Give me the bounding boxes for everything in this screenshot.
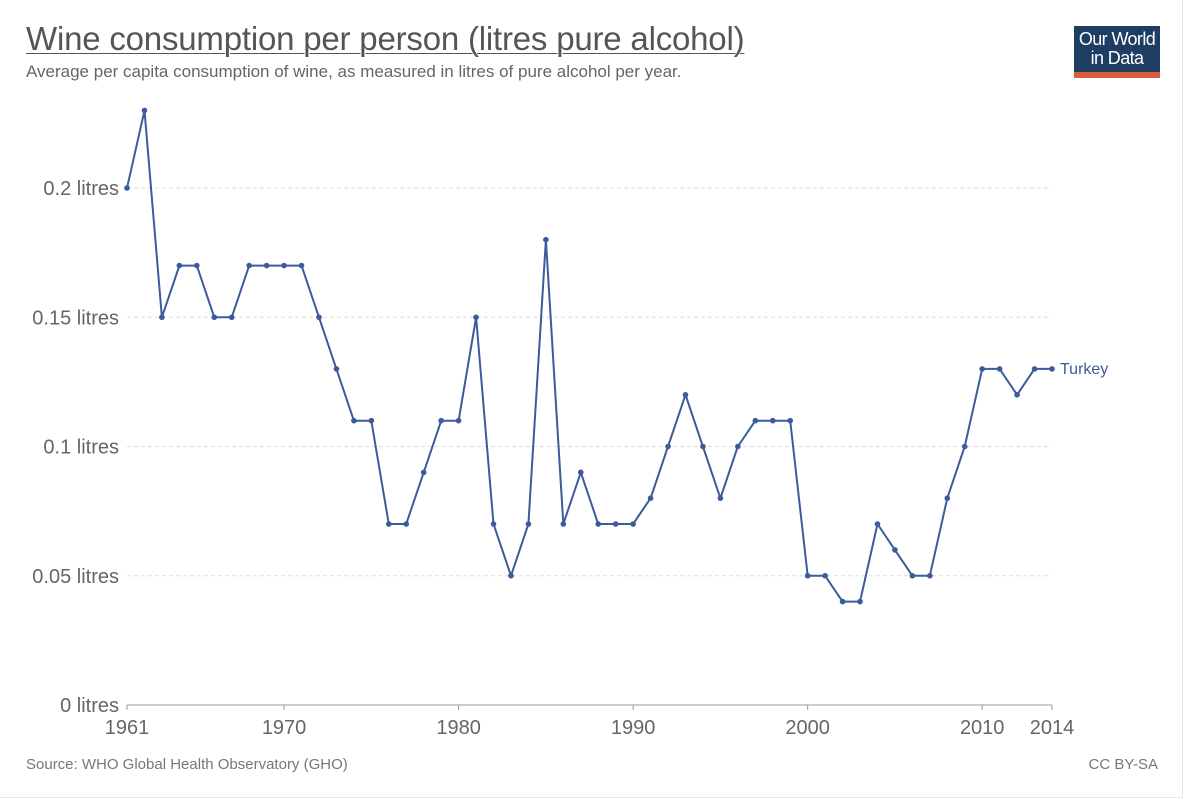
y-axis-ticks: 0 litres 0.05 litres 0.1 litres 0.15 litres… <box>32 178 119 717</box>
data-point[interactable] <box>351 417 357 424</box>
data-point[interactable] <box>769 417 776 424</box>
y-tick-label: 0.05 litres <box>32 566 119 588</box>
data-point[interactable] <box>927 572 933 579</box>
data-point[interactable] <box>892 547 898 553</box>
data-point[interactable] <box>385 521 392 527</box>
grid-lines <box>127 187 1052 706</box>
data-point[interactable] <box>298 262 305 269</box>
data-point[interactable] <box>333 366 340 372</box>
data-point[interactable] <box>176 262 183 269</box>
data-point[interactable] <box>944 495 951 502</box>
logo-line-1: Our World <box>1078 29 1156 49</box>
x-tick-label: 2010 <box>960 717 1005 739</box>
series-label-turkey[interactable]: Turkey <box>1060 361 1108 378</box>
data-point[interactable] <box>909 572 916 579</box>
data-point[interactable] <box>979 366 985 372</box>
data-point[interactable] <box>577 469 584 476</box>
data-point[interactable] <box>403 521 410 527</box>
data-point[interactable] <box>246 262 252 269</box>
data-point[interactable] <box>857 598 863 605</box>
data-point[interactable] <box>682 392 689 398</box>
data-point[interactable] <box>647 495 654 502</box>
data-point[interactable] <box>420 469 427 476</box>
data-point[interactable] <box>508 572 514 579</box>
data-point[interactable] <box>735 443 741 450</box>
data-point[interactable] <box>159 314 165 321</box>
x-axis-ticks: 1961 1970 1980 1990 2000 2010 2014 <box>105 705 1075 739</box>
data-point[interactable] <box>1014 392 1020 398</box>
data-point[interactable] <box>822 572 828 579</box>
x-tick-label: 1970 <box>262 717 307 739</box>
data-point[interactable] <box>525 521 532 527</box>
data-point[interactable] <box>996 366 1003 372</box>
x-tick-label: 2000 <box>785 717 830 739</box>
x-tick-label: 2014 <box>1030 717 1075 739</box>
chart-title[interactable]: Wine consumption per person (litres pure… <box>26 20 745 57</box>
data-point[interactable] <box>839 598 846 605</box>
data-point[interactable] <box>455 417 462 424</box>
data-point[interactable] <box>787 417 794 424</box>
logo-accent-bar <box>1074 72 1160 78</box>
data-point[interactable] <box>194 262 200 269</box>
x-tick-label: 1990 <box>611 717 656 739</box>
data-point[interactable] <box>595 521 602 527</box>
data-point[interactable] <box>752 417 759 424</box>
data-point[interactable] <box>490 521 497 527</box>
data-point[interactable] <box>141 107 148 114</box>
data-point[interactable] <box>316 314 322 321</box>
data-point[interactable] <box>473 314 479 321</box>
data-point[interactable] <box>717 495 724 502</box>
series-layer: Turkey <box>124 107 1108 605</box>
data-point[interactable] <box>228 314 235 321</box>
data-point[interactable] <box>1049 366 1055 372</box>
owid-logo[interactable]: Our World in Data <box>1074 26 1160 78</box>
data-point[interactable] <box>263 262 270 269</box>
data-point[interactable] <box>1031 366 1038 372</box>
y-tick-label: 0.1 litres <box>43 437 119 459</box>
y-tick-label: 0.15 litres <box>32 307 119 329</box>
data-point[interactable] <box>560 521 567 527</box>
data-point[interactable] <box>438 417 444 424</box>
x-tick-label: 1980 <box>436 717 481 739</box>
y-tick-label: 0 litres <box>60 695 119 717</box>
logo-line-2: in Data <box>1090 48 1144 68</box>
x-tick-label: 1961 <box>105 717 150 739</box>
data-point[interactable] <box>630 521 636 527</box>
data-point[interactable] <box>804 572 811 579</box>
data-point[interactable] <box>665 443 671 450</box>
data-point[interactable] <box>368 417 375 424</box>
data-point[interactable] <box>543 236 549 243</box>
source-note[interactable]: Source: WHO Global Health Observatory (G… <box>26 756 348 773</box>
data-point[interactable] <box>124 185 130 191</box>
data-point[interactable] <box>211 314 218 321</box>
y-tick-label: 0.2 litres <box>43 178 119 200</box>
data-point[interactable] <box>700 443 706 450</box>
data-point[interactable] <box>961 443 968 450</box>
license-note[interactable]: CC BY-SA <box>1088 756 1158 773</box>
data-point[interactable] <box>874 521 881 527</box>
data-point[interactable] <box>281 262 287 269</box>
chart-subtitle: Average per capita consumption of wine, … <box>26 62 682 81</box>
series-line-turkey[interactable] <box>126 109 1052 603</box>
data-point[interactable] <box>612 521 619 527</box>
